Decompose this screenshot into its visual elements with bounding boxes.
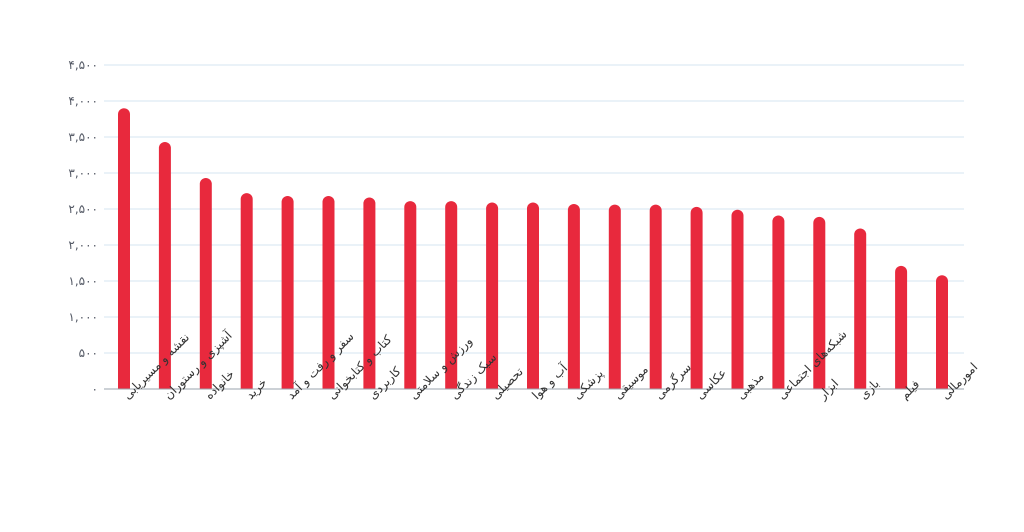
bar [649,204,662,389]
bar [158,142,171,389]
x-tick-label: آشپزی و رستوران [160,327,235,402]
bar [240,193,253,389]
x-tick-label: نقشه و مسیریابی [120,330,193,403]
bar [854,228,867,389]
bar [772,215,785,389]
x-tick-label: شبکه‌های اجتماعی [775,327,850,402]
bar [404,201,417,389]
bar [118,108,130,389]
y-tick-label: ۳,۰۰۰ [68,166,98,180]
bar [731,209,744,389]
y-tick-label: ۴,۵۰۰ [68,58,98,72]
bar [199,178,212,389]
bar [322,196,335,389]
bar [486,202,499,389]
bar [813,216,826,389]
y-tick-label: ۲,۵۰۰ [68,202,98,216]
bar [445,201,458,389]
y-tick-label: ۱,۵۰۰ [68,274,98,288]
y-tick-label: ۳,۵۰۰ [68,130,98,144]
y-tick-label: ۴,۰۰۰ [68,94,98,108]
bars [118,108,948,389]
bar [690,206,703,389]
bar [895,265,908,389]
bar [936,275,948,389]
bar [527,202,539,389]
y-tick-label: ۵۰۰ [79,346,98,360]
bar [567,203,580,389]
y-tick-label: ۰ [92,382,98,396]
y-tick-label: ۱,۰۰۰ [68,310,98,324]
y-tick-label: ۲,۰۰۰ [68,238,98,252]
bar [363,197,376,389]
y-axis-ticks: ۰ ۵۰۰ ۱,۰۰۰ ۱,۵۰۰ ۲,۰۰۰ ۲,۵۰۰ ۳,۰۰۰ ۳,۵۰۰ ۴,۰۰۰ ۴… [68,58,98,396]
bar [608,204,621,389]
x-tick-label: سفر و رفت و آمد [283,329,357,403]
bar [281,196,294,389]
